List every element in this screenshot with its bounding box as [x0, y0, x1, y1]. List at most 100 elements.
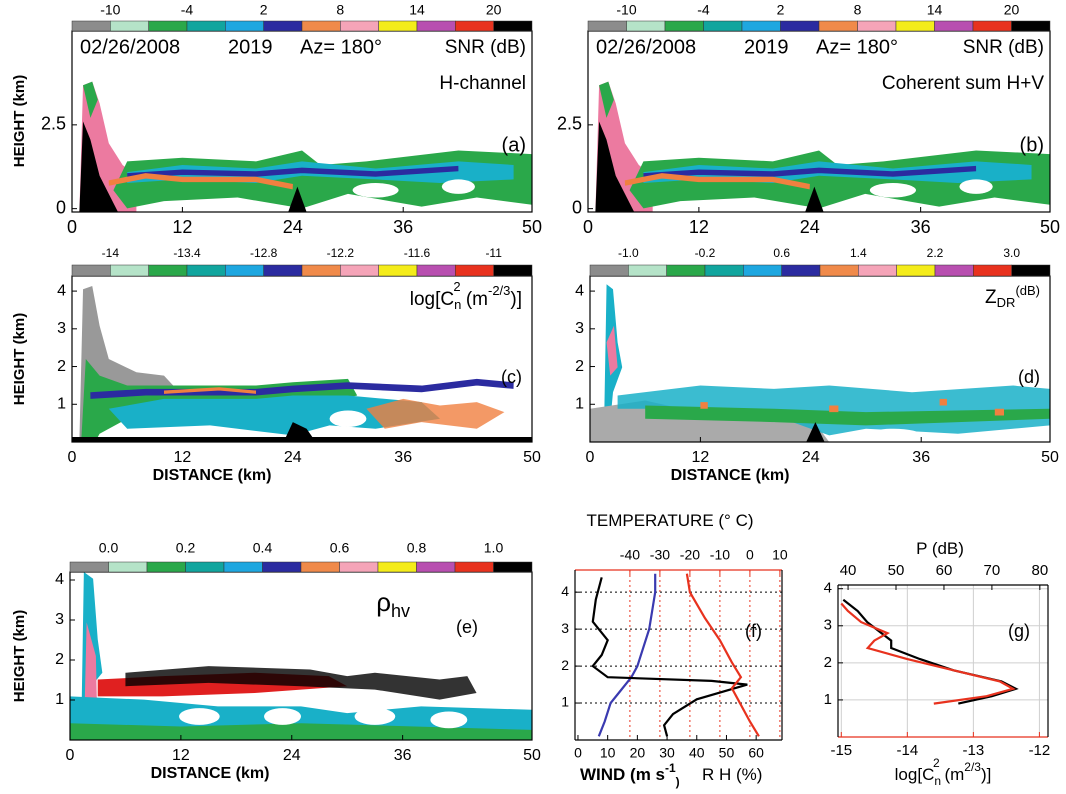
profile-line: [591, 577, 748, 737]
y-tick-label: 1: [57, 395, 66, 412]
colorbar-tick-label: 8: [854, 2, 862, 18]
y-tick-label: 3: [824, 617, 832, 634]
colorbar-cell: [493, 561, 533, 573]
x-tick-label: 20: [630, 745, 646, 761]
colorbar-cell: [223, 561, 263, 573]
x-tick-label: 50: [523, 747, 541, 764]
y-axis-label: HEIGHT (km): [11, 75, 28, 168]
x-tick-label: 24: [283, 747, 301, 764]
colorbar-tick-label: -12.8: [250, 246, 278, 260]
colorbar-cell: [703, 20, 743, 32]
y-tick-label: 4: [55, 571, 64, 588]
colorbar-cell: [934, 20, 974, 32]
x-tick-label: 30: [659, 745, 675, 761]
x-tick-label: 50: [1041, 449, 1059, 466]
colorbar-tick-label: 0.2: [176, 540, 196, 556]
x-axis-label: WIND (m s-1): [580, 761, 680, 789]
colorbar-cell: [148, 264, 188, 277]
colorbar-cell: [895, 20, 935, 32]
x-tick-label: 0: [586, 449, 595, 466]
text-part: -1: [665, 761, 676, 775]
colorbar-cell: [858, 264, 897, 277]
x2-tick-label: -40: [620, 547, 640, 563]
y-tick-label: 4: [57, 282, 66, 299]
x-tick-label: 50: [522, 217, 542, 237]
colorbar-cell: [186, 20, 226, 32]
colorbar-tick-label: 0.8: [407, 540, 427, 556]
colorbar-cell: [340, 20, 379, 32]
header-text: Az= 180°: [300, 36, 382, 58]
x-tick-label: 12: [172, 747, 190, 764]
y-tick-label: 0: [56, 197, 66, 217]
colorbar-cell: [148, 20, 188, 32]
x-tick-label: -13: [963, 742, 985, 759]
colorbar-cell: [71, 264, 111, 277]
colorbar-cell: [741, 20, 781, 32]
x2-axis-label: P (dB): [916, 539, 964, 558]
colorbar-cell: [339, 561, 379, 573]
y-tick-label: 2.5: [557, 114, 582, 134]
colorbar-cell: [71, 20, 111, 32]
colorbar-tick-label: 8: [336, 2, 344, 18]
x2-tick-label: -30: [650, 547, 670, 563]
header-text: 02/26/2008: [80, 36, 180, 58]
units-label: SNR (dB): [445, 37, 526, 58]
colorbar-tick-label: -10: [616, 2, 636, 18]
colorbar-tick-label: -4: [697, 2, 710, 18]
subtitle: H-channel: [439, 73, 526, 94]
colorbar-cell: [225, 20, 264, 32]
colorbar-tick-label: 20: [1004, 2, 1020, 18]
text-part: SNR (dB): [445, 37, 526, 58]
subtitle: Coherent sum H+V: [882, 73, 1044, 94]
x2-axis-label: TEMPERATURE (° C): [586, 511, 753, 530]
x-tick-label: -15: [830, 742, 852, 759]
x-tick-label: 12: [692, 449, 710, 466]
y-tick-label: 2: [824, 654, 832, 671]
colorbar-tick-label: 2: [260, 2, 268, 18]
header-text: Az= 180°: [816, 36, 898, 58]
colorbar-tick-label: -11.6: [404, 246, 431, 260]
header-text: 02/26/2008: [596, 36, 696, 58]
colorbar-cell: [110, 264, 149, 277]
colorbar-tick-label: 14: [409, 2, 425, 18]
colorbar-cell: [1011, 20, 1051, 32]
x-tick-label: 12: [172, 217, 192, 237]
x-tick-label: 0: [583, 217, 593, 237]
colorbar-cell: [455, 20, 494, 32]
colorbar-tick-label: 0.6: [330, 540, 350, 556]
colorbar-cell: [416, 561, 456, 573]
units-label: SNR (dB): [963, 37, 1044, 58]
text-part: DR: [997, 295, 1016, 310]
colorbar-cell: [780, 20, 820, 32]
x-tick-label: -12: [1029, 742, 1051, 759]
x2-tick-label: -10: [710, 547, 730, 563]
y-tick-label: 2.5: [41, 114, 66, 134]
x2-tick-label: 80: [1032, 562, 1049, 579]
y-tick-label: 2: [575, 358, 584, 375]
colorbar-cell: [589, 264, 629, 277]
text-part: WIND (m s: [580, 765, 665, 784]
colorbar-cell: [857, 20, 897, 32]
x-tick-label: 36: [394, 449, 412, 466]
x-tick-label: 24: [284, 449, 302, 466]
text-part: ρ: [376, 587, 391, 617]
colorbar-cell: [493, 20, 533, 32]
units-label: log[Cn 2 (m-2/3)]: [410, 279, 522, 312]
panel-label: (g): [1008, 621, 1030, 641]
colorbar-tick-label: -11: [485, 246, 502, 260]
y-tick-label: 1: [55, 691, 64, 708]
text-part: n: [454, 297, 461, 312]
text-part: (dB): [1015, 283, 1040, 298]
x2-tick-label: 40: [840, 562, 857, 579]
x-tick-label: 36: [911, 217, 931, 237]
x-tick-label: 10: [600, 745, 616, 761]
text-part: ): [676, 775, 680, 789]
colorbar-cell: [818, 20, 858, 32]
x-tick-label: 36: [393, 217, 413, 237]
colorbar-tick-label: 2: [777, 2, 785, 18]
y-tick-label: 1: [561, 694, 569, 710]
colorbar-cell: [934, 264, 974, 277]
text-part: log[C: [895, 765, 935, 784]
